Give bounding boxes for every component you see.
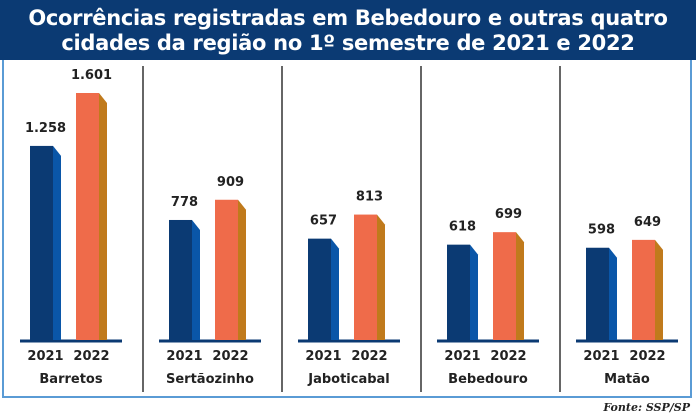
bar-side (192, 219, 200, 340)
year-tick-label: 2022 (629, 349, 665, 364)
bar-2021 (30, 145, 53, 340)
chart-title: Ocorrências registradas em Bebedouro e o… (0, 0, 696, 60)
bar-side (609, 247, 617, 340)
year-tick-label: 2021 (27, 349, 63, 364)
data-label: 1.258 (25, 121, 66, 136)
category-label: Bebedouro (448, 372, 528, 387)
bar-2021 (586, 247, 609, 340)
bar-2022 (632, 239, 655, 340)
bar-side (53, 145, 61, 340)
year-tick-label: 2021 (305, 349, 341, 364)
category-label: Barretos (39, 372, 102, 387)
bar-side (377, 214, 385, 340)
bar-2021 (447, 244, 470, 340)
data-label: 813 (356, 190, 383, 205)
year-tick-label: 2022 (490, 349, 526, 364)
bar-side (516, 232, 524, 340)
bar-side (99, 93, 107, 340)
category-label: Matão (604, 372, 650, 387)
bar-2022 (76, 93, 99, 340)
data-label: 618 (449, 220, 476, 235)
source-note: Fonte: SSP/SP (603, 401, 690, 414)
bar-2021 (308, 238, 331, 340)
data-label: 598 (588, 223, 615, 238)
data-label: 649 (634, 215, 661, 230)
year-tick-label: 2021 (166, 349, 202, 364)
data-label: 909 (217, 175, 244, 190)
data-label: 699 (495, 207, 522, 222)
year-tick-label: 2022 (73, 349, 109, 364)
chart-frame (2, 60, 692, 398)
category-label: Jaboticabal (307, 372, 390, 387)
bar-2022 (354, 214, 377, 340)
bar-2022 (215, 199, 238, 340)
bar-2022 (493, 232, 516, 340)
year-tick-label: 2022 (212, 349, 248, 364)
bar-side (470, 244, 478, 340)
data-label: 778 (171, 195, 198, 210)
bar-2021 (169, 219, 192, 340)
data-label: 1.601 (71, 68, 112, 83)
bar-side (331, 238, 339, 340)
data-label: 657 (310, 214, 337, 229)
year-tick-label: 2021 (583, 349, 619, 364)
year-tick-label: 2021 (444, 349, 480, 364)
year-tick-label: 2022 (351, 349, 387, 364)
chart-plot: 1.258 2021 1.601 2022 Barretos 778 2021 909 2022… (20, 66, 678, 392)
category-label: Sertãozinho (166, 372, 254, 387)
bar-side (655, 239, 663, 340)
bar-side (238, 199, 246, 340)
